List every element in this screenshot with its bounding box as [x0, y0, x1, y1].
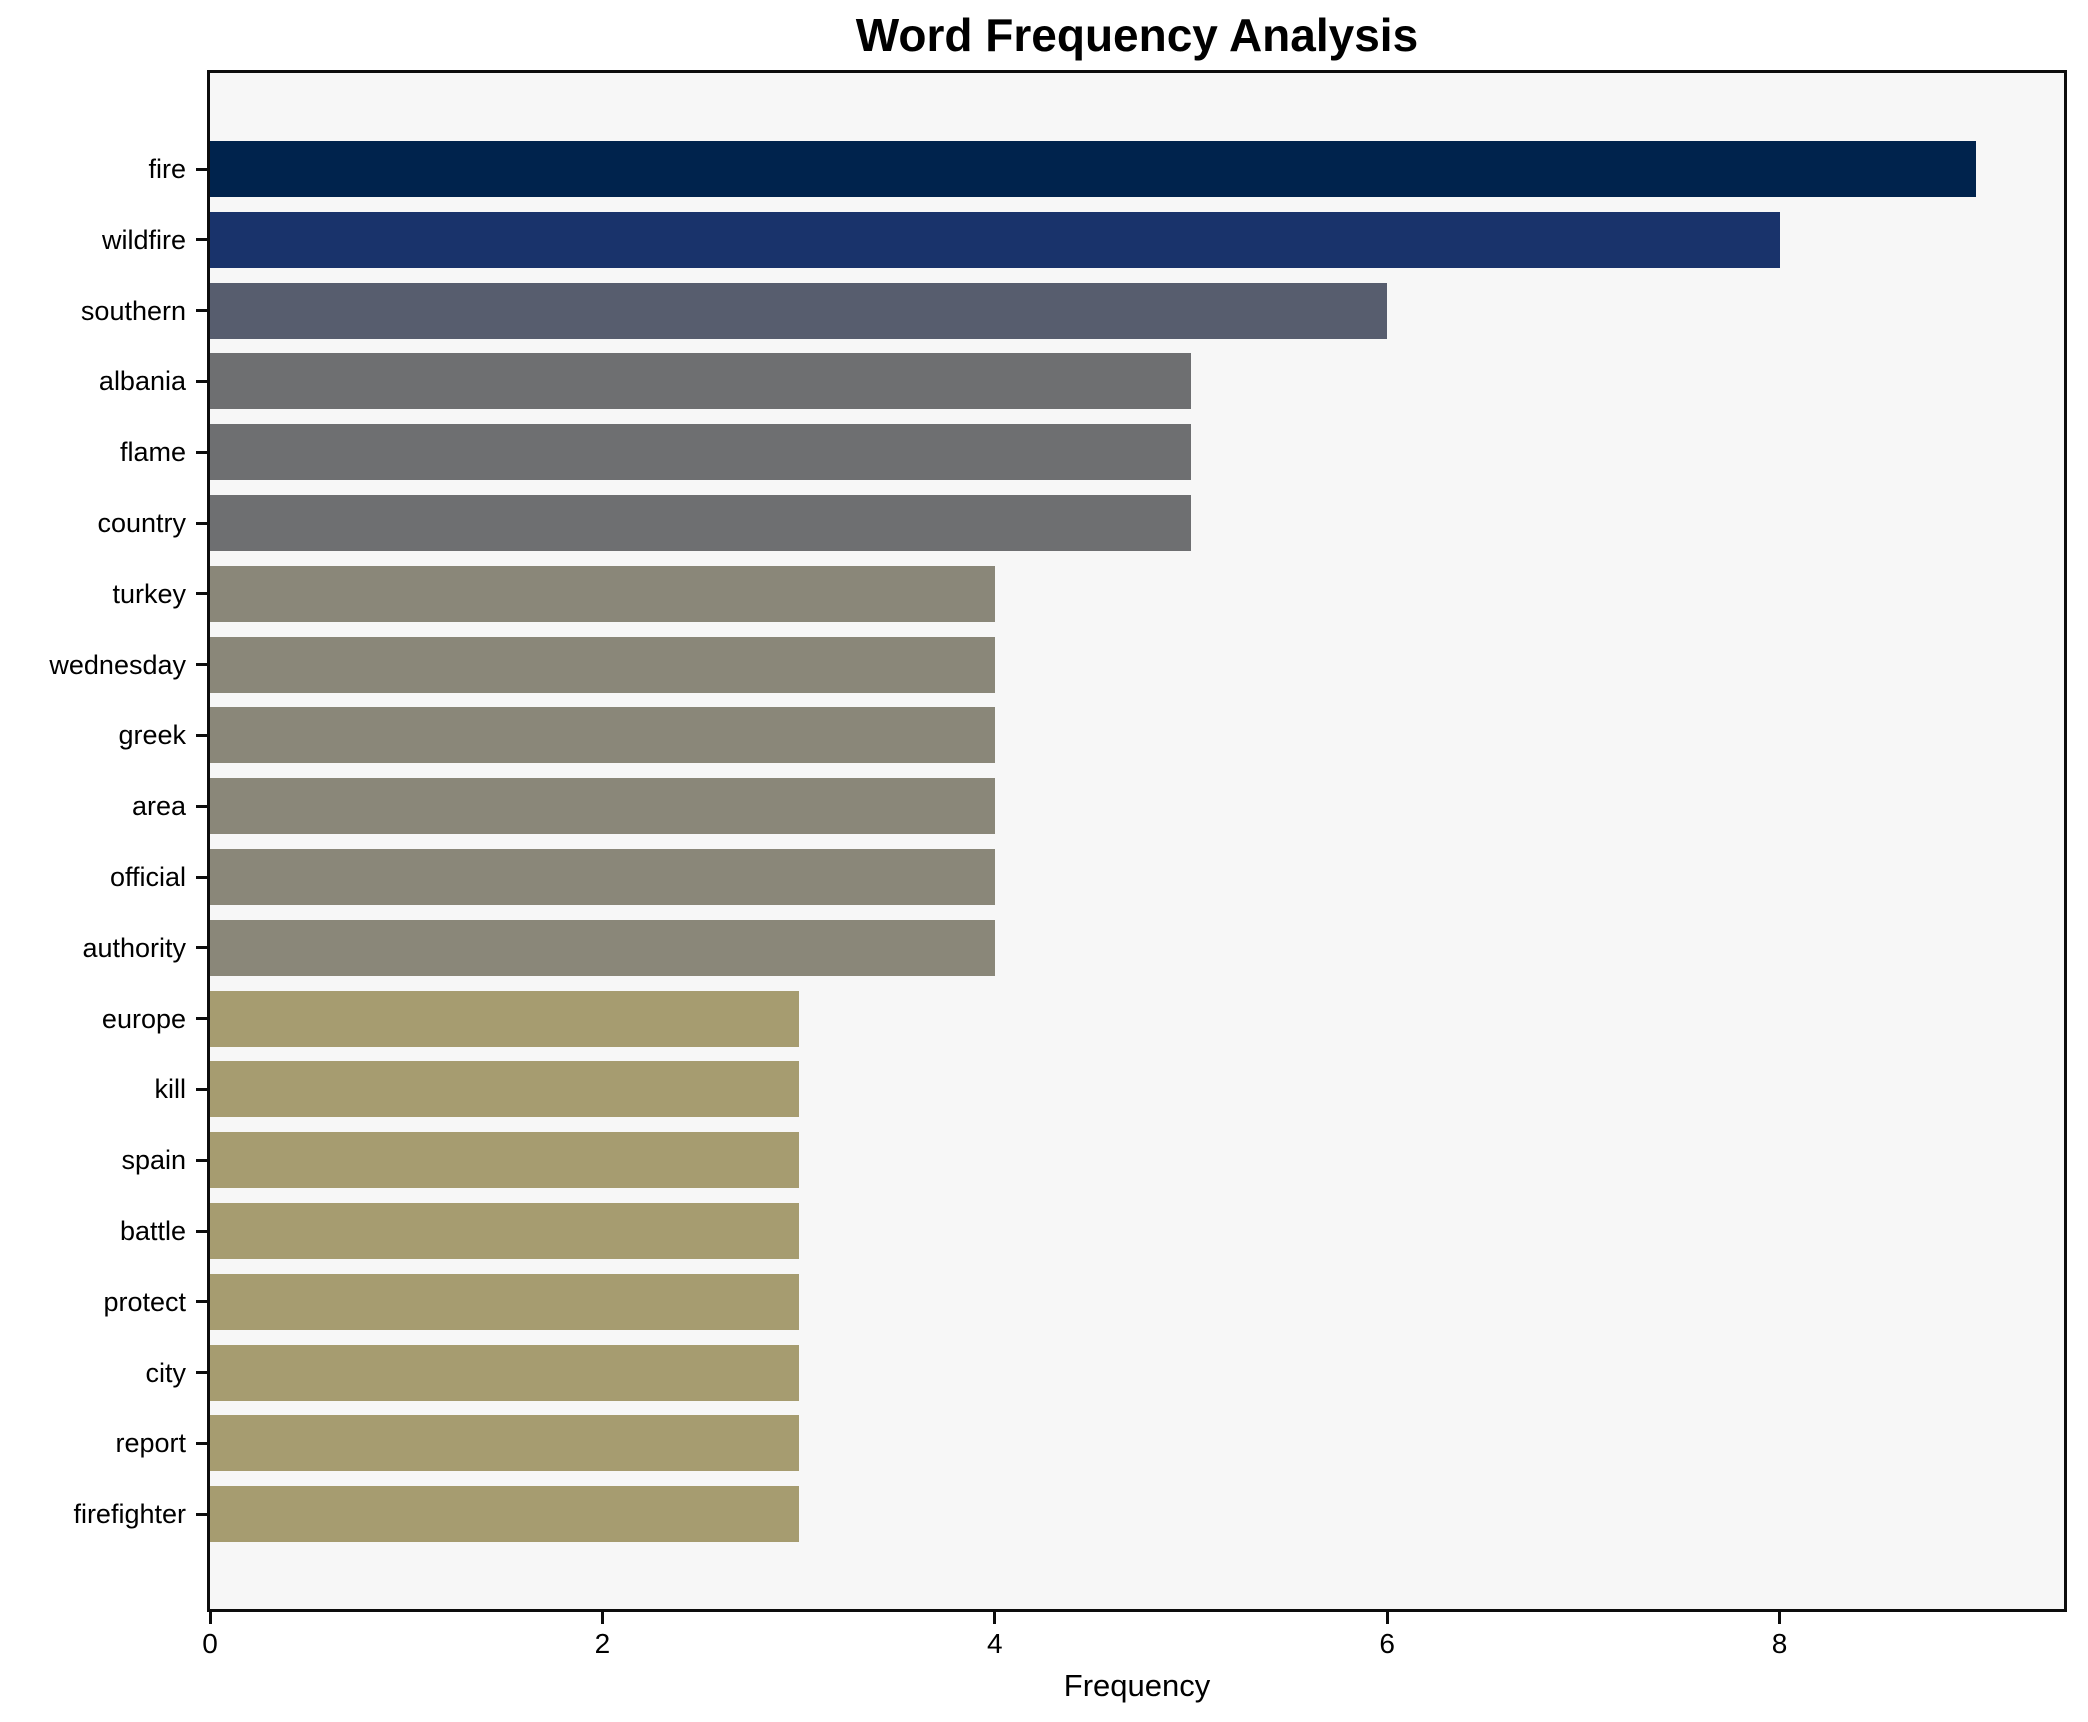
y-tick-label: protect: [103, 1286, 186, 1317]
x-tick-mark: [993, 1612, 997, 1624]
y-tick-label: southern: [80, 295, 186, 326]
y-tick-mark: [196, 309, 207, 313]
y-tick-label: authority: [82, 932, 186, 963]
y-tick-label: albania: [98, 366, 186, 397]
y-tick-mark: [196, 379, 207, 383]
y-tick-label: spain: [121, 1145, 186, 1176]
bar-report: [210, 1415, 799, 1472]
bar-fire: [210, 141, 1976, 197]
y-tick-mark: [196, 592, 207, 596]
y-tick-mark: [196, 946, 207, 950]
x-tick-mark: [208, 1612, 212, 1624]
bar-greek: [210, 707, 995, 764]
y-tick-label: flame: [119, 437, 186, 468]
plot-area: [207, 70, 2067, 1612]
y-tick-label: europe: [101, 1003, 186, 1034]
y-tick-label: wildfire: [101, 224, 186, 255]
y-tick-mark: [196, 1371, 207, 1375]
bar-wednesday: [210, 636, 995, 693]
bar-firefighter: [210, 1486, 799, 1543]
y-tick-mark: [196, 1229, 207, 1233]
y-tick-label: country: [97, 508, 186, 538]
bar-flame: [210, 424, 1191, 481]
y-tick-label: wednesday: [49, 649, 186, 680]
y-tick-label: report: [115, 1428, 186, 1459]
x-tick-mark: [600, 1612, 604, 1624]
bar-turkey: [210, 565, 995, 622]
bar-europe: [210, 990, 799, 1047]
x-tick-mark: [1385, 1612, 1389, 1624]
bar-southern: [210, 282, 1388, 339]
bar-albania: [210, 353, 1191, 410]
y-tick-label: official: [109, 862, 186, 892]
y-tick-mark: [196, 1441, 207, 1445]
y-tick-mark: [196, 1158, 207, 1162]
bar-spain: [210, 1132, 799, 1189]
x-tick-label: 8: [1771, 1628, 1788, 1659]
bar-wildfire: [210, 211, 1780, 268]
y-tick-mark: [196, 1087, 207, 1091]
x-axis-title: Frequency: [1063, 1668, 1211, 1703]
y-tick-mark: [196, 1017, 207, 1021]
y-tick-mark: [196, 238, 207, 242]
y-tick-mark: [196, 1512, 207, 1516]
y-tick-mark: [196, 450, 207, 454]
bar-kill: [210, 1061, 799, 1118]
y-tick-label: greek: [118, 720, 186, 751]
bar-official: [210, 849, 995, 905]
x-tick-label: 0: [202, 1628, 218, 1659]
y-tick-label: turkey: [112, 578, 186, 609]
y-tick-label: city: [145, 1357, 187, 1388]
bar-authority: [210, 919, 995, 976]
y-tick-mark: [196, 167, 207, 171]
y-tick-mark: [196, 1300, 207, 1304]
bar-battle: [210, 1203, 799, 1259]
chart-title: Word Frequency Analysis: [855, 9, 1419, 61]
y-tick-mark: [196, 663, 207, 667]
y-tick-label: fire: [148, 154, 186, 184]
bar-city: [210, 1344, 799, 1401]
y-tick-mark: [196, 521, 207, 525]
y-tick-mark: [196, 733, 207, 737]
y-tick-mark: [196, 875, 207, 879]
x-tick-label: 2: [594, 1628, 611, 1659]
x-tick-mark: [1778, 1612, 1782, 1624]
x-tick-label: 4: [986, 1628, 1003, 1659]
bar-country: [210, 495, 1191, 551]
x-tick-label: 6: [1379, 1628, 1395, 1659]
bar-area: [210, 778, 995, 835]
bar-protect: [210, 1273, 799, 1330]
y-tick-label: kill: [154, 1074, 187, 1105]
y-tick-mark: [196, 804, 207, 808]
y-tick-label: firefighter: [73, 1499, 186, 1530]
y-tick-label: area: [131, 791, 186, 822]
y-tick-label: battle: [119, 1216, 186, 1246]
